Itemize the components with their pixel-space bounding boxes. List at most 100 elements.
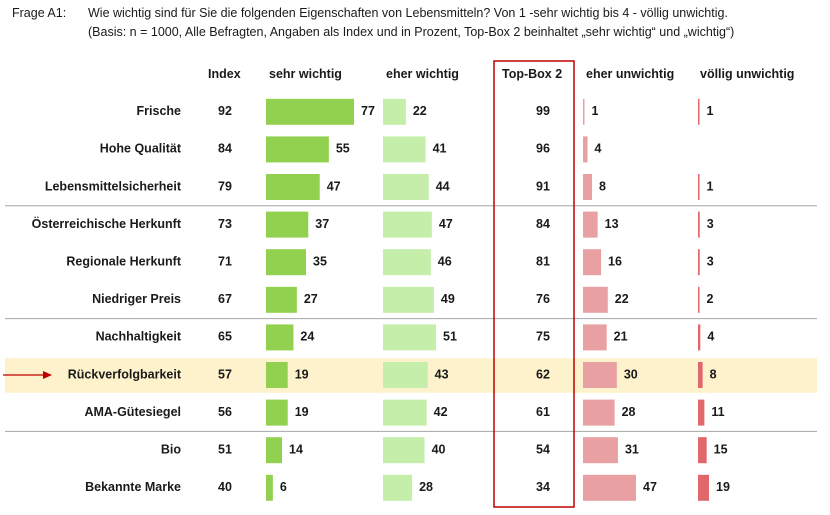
topbox-value: 75 xyxy=(536,330,550,344)
value-label-sehr: 19 xyxy=(295,405,309,419)
bar-sehr xyxy=(266,211,309,238)
bar-eher xyxy=(383,399,427,426)
category-label-österreichische-herkunft: Österreichische Herkunft xyxy=(32,216,182,231)
bar-voellig xyxy=(698,399,705,426)
bar-eher xyxy=(383,286,434,313)
value-label-eherun: 22 xyxy=(615,292,629,306)
value-label-eher: 41 xyxy=(433,142,447,156)
value-label-eherun: 47 xyxy=(643,480,657,494)
topbox-value: 84 xyxy=(536,217,550,231)
bar-eherun xyxy=(583,136,588,163)
value-label-sehr: 77 xyxy=(361,104,375,118)
bar-eher xyxy=(383,249,431,276)
bar-voellig xyxy=(698,474,709,501)
value-label-voellig: 3 xyxy=(707,254,714,268)
value-label-eher: 47 xyxy=(439,217,453,231)
value-label-sehr: 27 xyxy=(304,292,318,306)
index-value: 57 xyxy=(218,367,232,381)
value-label-eherun: 21 xyxy=(614,330,628,344)
index-value: 40 xyxy=(218,480,232,494)
value-label-eher: 46 xyxy=(438,254,452,268)
value-label-voellig: 2 xyxy=(707,292,714,306)
value-label-voellig: 19 xyxy=(716,480,730,494)
bar-eherun xyxy=(583,98,585,125)
category-label-niedriger-preis: Niedriger Preis xyxy=(92,292,181,306)
value-label-eherun: 8 xyxy=(599,179,606,193)
category-label-regionale-herkunft: Regionale Herkunft xyxy=(66,254,181,268)
value-label-voellig: 4 xyxy=(707,330,714,344)
bar-sehr xyxy=(266,286,297,313)
bar-voellig xyxy=(698,362,703,388)
bar-sehr xyxy=(266,399,288,426)
bar-voellig xyxy=(698,286,700,313)
topbox-value: 61 xyxy=(536,405,550,419)
index-value: 79 xyxy=(218,179,232,193)
topbox-value: 99 xyxy=(536,104,550,118)
bar-sehr xyxy=(266,98,354,125)
header-voellig-unwichtig: völlig unwichtig xyxy=(700,67,795,81)
topbox-value: 34 xyxy=(536,480,550,494)
value-label-voellig: 8 xyxy=(710,367,717,381)
topbox-value: 96 xyxy=(536,142,550,156)
bar-eher xyxy=(383,362,428,388)
question-text: Wie wichtig sind für Sie die folgenden E… xyxy=(88,6,728,20)
question-basis: (Basis: n = 1000, Alle Befragten, Angabe… xyxy=(88,25,735,39)
index-value: 84 xyxy=(218,142,232,156)
header-top-box-2: Top-Box 2 xyxy=(502,67,563,81)
bar-eher xyxy=(383,324,436,351)
bar-voellig xyxy=(698,249,700,276)
value-label-eher: 22 xyxy=(413,104,427,118)
bar-sehr xyxy=(266,174,320,200)
value-label-eherun: 1 xyxy=(592,104,599,118)
value-label-eher: 28 xyxy=(419,480,433,494)
bar-eher xyxy=(383,437,425,464)
header-sehr-wichtig: sehr wichtig xyxy=(269,67,342,81)
value-label-eherun: 31 xyxy=(625,442,639,456)
header-eher-wichtig: eher wichtig xyxy=(386,67,459,81)
value-label-eherun: 16 xyxy=(608,254,622,268)
question-label: Frage A1: xyxy=(12,6,67,20)
value-label-sehr: 24 xyxy=(300,330,314,344)
bar-eherun xyxy=(583,399,615,426)
bar-sehr xyxy=(266,362,288,388)
category-label-lebensmittelsicherheit: Lebensmittelsicherheit xyxy=(45,179,182,193)
bar-eherun xyxy=(583,174,593,200)
index-value: 92 xyxy=(218,104,232,118)
value-label-eherun: 4 xyxy=(595,142,602,156)
value-label-eherun: 30 xyxy=(624,367,638,381)
value-label-eher: 51 xyxy=(443,330,457,344)
bar-sehr xyxy=(266,437,282,464)
value-label-sehr: 19 xyxy=(295,367,309,381)
bar-eherun xyxy=(583,249,602,276)
bar-voellig xyxy=(698,98,700,125)
bar-eherun xyxy=(583,286,608,313)
bar-eherun xyxy=(583,324,607,351)
bar-eher xyxy=(383,474,413,501)
header-eher-unwichtig: eher unwichtig xyxy=(586,67,675,81)
topbox-value: 62 xyxy=(536,367,550,381)
value-label-eher: 40 xyxy=(432,442,446,456)
category-label-nachhaltigkeit: Nachhaltigkeit xyxy=(96,330,182,344)
topbox-value: 76 xyxy=(536,292,550,306)
index-value: 56 xyxy=(218,405,232,419)
category-label-frische: Frische xyxy=(137,104,182,118)
bar-eherun xyxy=(583,437,618,464)
bar-eherun xyxy=(583,474,636,501)
value-label-voellig: 11 xyxy=(711,405,724,419)
topbox-value: 54 xyxy=(536,442,550,456)
bar-voellig xyxy=(698,211,700,238)
category-label-rückverfolgbarkeit: Rückverfolgbarkeit xyxy=(68,367,182,381)
bar-sehr xyxy=(266,249,306,276)
bar-eherun xyxy=(583,211,598,238)
highlight-arrow-head xyxy=(43,371,52,379)
bar-eher xyxy=(383,98,406,125)
value-label-sehr: 47 xyxy=(327,179,341,193)
bar-eher xyxy=(383,136,426,163)
value-label-eher: 44 xyxy=(436,179,450,193)
topbox-value: 91 xyxy=(536,179,550,193)
value-label-sehr: 37 xyxy=(315,217,329,231)
index-value: 51 xyxy=(218,442,232,456)
bar-eherun xyxy=(583,362,617,388)
bar-eher xyxy=(383,211,432,238)
